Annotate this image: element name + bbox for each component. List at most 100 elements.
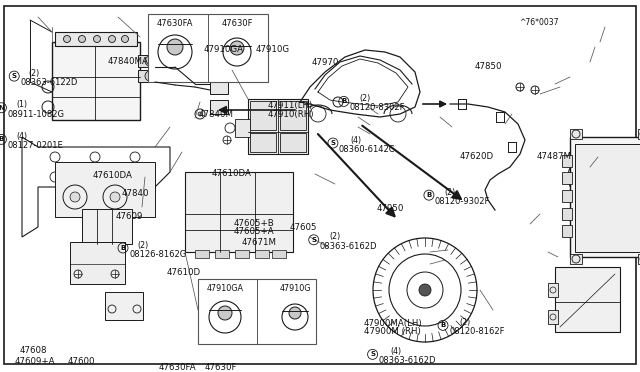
Text: 47910GA: 47910GA [207,284,243,293]
Text: 47605+B: 47605+B [234,219,275,228]
Circle shape [167,39,183,55]
Bar [148,14,268,82]
Text: 47610D: 47610D [166,268,200,277]
Text: (2): (2) [138,241,149,250]
Bar [562,190,572,202]
Text: S: S [330,140,335,146]
Bar [250,133,276,152]
Text: 47600: 47600 [67,357,95,366]
Text: 47610DA: 47610DA [93,171,132,180]
Text: (2): (2) [360,94,371,103]
Bar [570,254,582,264]
Text: (2): (2) [460,318,471,327]
Bar [280,133,306,152]
Text: 08363-6162D: 08363-6162D [320,242,377,251]
Text: (1): (1) [16,100,27,109]
Text: 47630F: 47630F [205,363,237,372]
Circle shape [79,35,86,42]
Bar [138,55,154,67]
Bar [272,250,286,258]
Text: B: B [440,323,445,328]
Text: B: B [341,99,346,105]
Text: 47840M: 47840M [198,110,234,119]
Text: 47608: 47608 [19,346,47,355]
Bar [55,162,155,217]
Bar [555,267,620,332]
Circle shape [110,192,120,202]
Text: 47671M: 47671M [242,238,277,247]
Bar [210,100,228,114]
Text: 08363-6162D: 08363-6162D [379,356,436,365]
Circle shape [145,71,155,81]
Text: 47840: 47840 [122,189,149,198]
Circle shape [70,192,80,202]
Bar [52,42,140,120]
Bar [570,129,582,139]
Text: 08120-8302F: 08120-8302F [350,103,405,112]
Bar [638,254,640,264]
Bar [638,129,640,139]
Bar [548,283,558,297]
Text: (4): (4) [16,132,27,141]
Bar [82,209,132,244]
Text: B: B [0,137,4,142]
Text: 47630F: 47630F [221,19,253,28]
Bar [255,250,269,258]
Text: 08126-8162G: 08126-8162G [129,250,186,259]
Text: 08360-6142C: 08360-6142C [339,145,396,154]
Bar [562,225,572,237]
Text: (2): (2) [445,188,456,197]
Text: 47970: 47970 [312,58,339,67]
Text: S: S [370,352,375,357]
Text: 47605: 47605 [289,223,317,232]
Bar [105,292,143,320]
Bar [280,101,306,130]
Circle shape [419,284,431,296]
Circle shape [218,306,232,320]
Bar [235,250,249,258]
Circle shape [198,112,202,116]
Bar [215,250,229,258]
Circle shape [230,41,244,55]
Bar [250,101,276,130]
Bar [562,155,572,167]
Bar [235,119,250,137]
Text: 47910(RH): 47910(RH) [268,110,314,119]
Text: S: S [311,237,316,243]
Text: 47910G: 47910G [256,45,290,54]
Bar [548,310,558,324]
Text: 47630FA: 47630FA [157,19,193,28]
Circle shape [63,35,70,42]
Bar [115,242,125,250]
Text: S: S [12,73,17,79]
Text: 47911(LH): 47911(LH) [268,101,313,110]
Bar [195,250,209,258]
Bar [70,242,125,284]
Bar [562,172,572,184]
Text: 47900M (RH): 47900M (RH) [364,327,420,336]
Text: 47850: 47850 [475,62,502,71]
Text: 47605+A: 47605+A [234,227,274,236]
Text: 08911-1082G: 08911-1082G [8,110,65,119]
Bar [85,242,95,250]
Bar [575,144,640,252]
Text: N: N [0,105,4,111]
Bar [100,242,110,250]
Text: 47910G: 47910G [279,284,311,293]
Bar [210,80,228,94]
Text: 47609+A: 47609+A [14,357,54,366]
Text: (2): (2) [29,69,40,78]
Bar [570,137,640,257]
Text: (2): (2) [330,232,341,241]
Text: 08127-0201E: 08127-0201E [8,141,63,150]
Bar [185,172,293,252]
Text: B: B [120,245,125,251]
Text: 08120-8162F: 08120-8162F [449,327,504,336]
Circle shape [145,56,155,66]
Bar [198,279,316,344]
Text: (4): (4) [390,347,401,356]
Text: 47840MA: 47840MA [108,57,148,65]
Text: 47950: 47950 [376,204,404,213]
Circle shape [93,35,100,42]
Bar [138,70,154,82]
